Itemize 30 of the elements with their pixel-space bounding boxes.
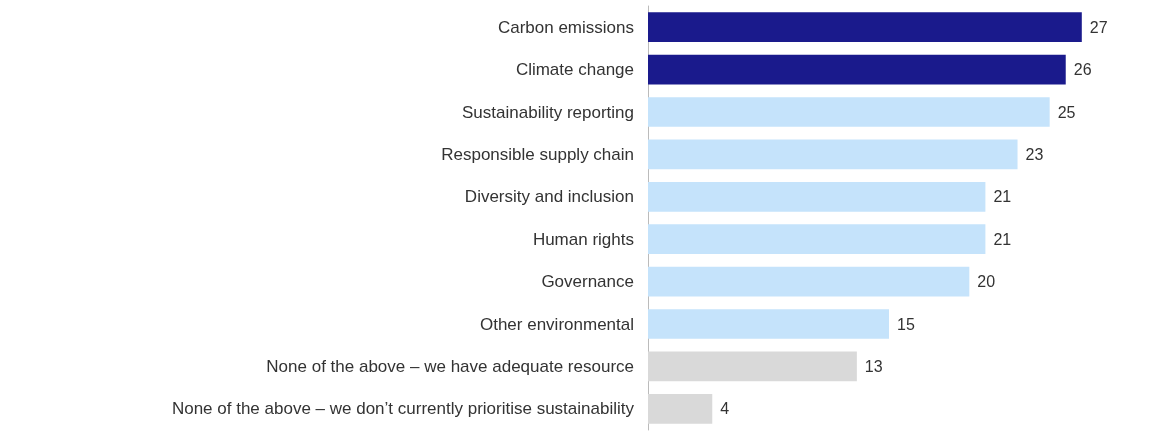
data-label: 25 bbox=[1057, 103, 1076, 121]
bar bbox=[648, 266, 970, 297]
bar bbox=[648, 12, 1082, 43]
data-label: 13 bbox=[864, 357, 883, 375]
y-tick-label: Responsible supply chain bbox=[441, 144, 634, 164]
y-tick-label: Climate change bbox=[515, 60, 634, 80]
data-label: 26 bbox=[1073, 61, 1092, 79]
data-label: 21 bbox=[993, 188, 1012, 206]
bar bbox=[648, 309, 889, 339]
bar bbox=[648, 224, 986, 255]
y-tick-label: Sustainability reporting bbox=[462, 102, 634, 122]
data-label: 15 bbox=[897, 315, 915, 333]
data-label: 21 bbox=[993, 230, 1012, 248]
data-label: 23 bbox=[1025, 145, 1044, 163]
y-tick-label: Diversity and inclusion bbox=[464, 187, 634, 207]
y-tick-label: None of the above – we don’t currently prioritise sustainability bbox=[171, 399, 635, 419]
y-tick-label: Governance bbox=[541, 272, 634, 292]
bar bbox=[648, 393, 713, 424]
bar bbox=[648, 181, 986, 212]
bar bbox=[648, 97, 1050, 127]
y-tick-label: Other environmental bbox=[479, 314, 634, 334]
y-tick-label: None of the above – we have adequate resource bbox=[266, 356, 634, 376]
y-tick-label: Human rights bbox=[532, 229, 634, 249]
data-label: 27 bbox=[1089, 18, 1108, 36]
y-tick-label: Carbon emissions bbox=[497, 17, 634, 37]
bar bbox=[648, 351, 857, 382]
bar bbox=[648, 139, 1018, 170]
data-label: 4 bbox=[720, 400, 730, 418]
bar bbox=[648, 54, 1066, 85]
data-label: 20 bbox=[977, 273, 996, 291]
